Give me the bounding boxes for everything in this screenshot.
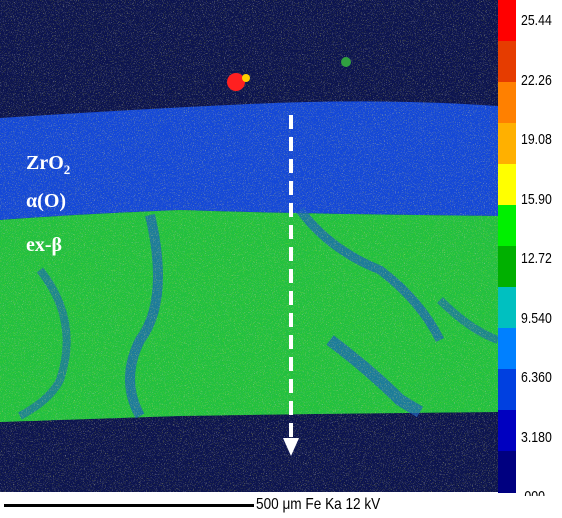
- color-scale-segment: [498, 328, 516, 370]
- color-scale-segment: [498, 205, 516, 247]
- edx-map-image: ZrO2 α(O) ex-β: [0, 0, 498, 492]
- label-ex-beta: ex-β: [26, 234, 63, 256]
- speckle-highlights: [0, 0, 498, 492]
- scale-bar: [4, 504, 254, 507]
- color-scale-segment: [498, 41, 516, 83]
- color-scale-label: 3.180: [521, 428, 552, 446]
- label-zro2: ZrO2: [26, 152, 71, 177]
- hotspot: [227, 73, 245, 91]
- color-scale-segment: [498, 123, 516, 165]
- color-scale-label: 6.360: [521, 369, 552, 386]
- color-scale-label: 9.540: [521, 309, 552, 327]
- hotspot: [341, 57, 351, 67]
- color-scale-segment: [498, 0, 516, 42]
- color-scale-bar: [498, 0, 516, 493]
- color-scale-label: 25.44: [521, 12, 552, 29]
- color-scale-segment: [498, 369, 516, 411]
- edx-map-svg: [0, 0, 498, 492]
- color-scale-label: 15.90: [521, 190, 552, 208]
- hotspot: [242, 74, 250, 82]
- label-alpha-o: α(O): [26, 190, 67, 212]
- color-scale-segment: [498, 287, 516, 329]
- color-scale-segment: [498, 246, 516, 288]
- color-scale-segment: [498, 410, 516, 452]
- color-scale-segment: [498, 82, 516, 124]
- scale-bar-row: 500 μm Fe Ka 12 kV: [0, 496, 562, 518]
- color-scale-label: 19.08: [521, 131, 552, 148]
- color-scale-label: 22.26: [521, 71, 552, 89]
- scale-caption: 500 μm Fe Ka 12 kV: [256, 496, 381, 513]
- color-scale-segment: [498, 164, 516, 206]
- profile-arrow-head: [283, 438, 299, 456]
- color-scale-segment: [498, 451, 516, 493]
- color-scale-label: 12.72: [521, 250, 552, 267]
